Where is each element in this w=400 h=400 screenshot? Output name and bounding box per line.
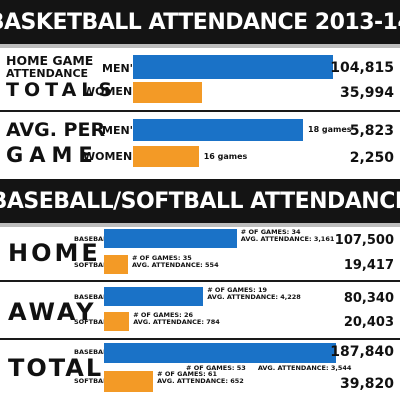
bar-basketball-home-womens	[133, 82, 202, 103]
bar-value: 80,340	[343, 291, 394, 306]
bar-note: # OF GAMES: 53 AVG. ATTENDANCE: 3,544	[186, 364, 352, 372]
divider	[0, 44, 400, 48]
baseball-softball-title: BASEBALL/SOFTBALL ATTENDANCE	[0, 179, 400, 223]
group-label: HOME	[8, 239, 101, 267]
basketball-title: BASKETBALL ATTENDANCE 2013-14	[0, 0, 400, 44]
bar-note: 16 games	[203, 152, 248, 161]
bar-note: # OF GAMES: 61 AVG. ATTENDANCE: 652	[157, 370, 244, 386]
bar-label: SOFTBALL	[74, 377, 112, 385]
divider	[0, 110, 400, 112]
divider	[0, 223, 400, 227]
bar-softball-total	[104, 371, 154, 392]
bar-note: 18 games	[308, 125, 352, 134]
bar-value: 20,403	[343, 315, 394, 330]
group-label: AWAY	[8, 298, 97, 326]
bar-baseball-home	[104, 229, 237, 248]
group-label-line: TOTALS	[6, 79, 118, 101]
group-label-line: HOME GAME	[6, 53, 94, 68]
group-label-line: ATTENDANCE	[6, 67, 89, 80]
bar-label: MEN'S	[102, 62, 141, 75]
bar-value: 107,500	[334, 233, 394, 248]
bar-value: 19,417	[343, 258, 394, 273]
bar-basketball-avg-mens	[133, 119, 303, 141]
group-label: TOTAL	[8, 354, 104, 382]
bar-value: 2,250	[349, 150, 394, 166]
bar-label: WOMEN'S	[83, 85, 144, 98]
bar-note: # OF GAMES: 26 AVG. ATTENDANCE: 784	[133, 311, 220, 327]
bar-label: SOFTBALL	[74, 261, 112, 269]
bar-softball-home	[104, 255, 128, 274]
bar-basketball-home-mens	[133, 55, 333, 79]
bar-label: WOMEN'S	[83, 150, 144, 163]
bar-note: # OF GAMES: 19 AVG. ATTENDANCE: 4,228	[207, 286, 301, 302]
bar-value: 187,840	[330, 344, 394, 360]
bar-label: BASEBALL	[74, 293, 112, 301]
bar-value: 39,820	[339, 376, 394, 392]
divider	[0, 280, 400, 282]
bar-baseball-total	[104, 343, 336, 363]
bar-baseball-away	[104, 287, 204, 306]
bar-label: BASEBALL	[74, 235, 112, 243]
bar-value: 5,823	[349, 123, 394, 139]
bar-note: # OF GAMES: 35 AVG. ATTENDANCE: 554	[131, 254, 219, 270]
bar-label: BASEBALL	[74, 348, 112, 356]
bar-softball-away	[104, 312, 130, 331]
bar-value: 35,994	[339, 85, 394, 101]
group-label-line: AVG. PER	[6, 119, 106, 141]
bar-basketball-avg-womens	[133, 146, 199, 167]
bar-note: # OF GAMES: 34 AVG. ATTENDANCE: 3,161	[240, 228, 335, 244]
divider	[0, 338, 400, 340]
bar-label: SOFTBALL	[74, 318, 112, 326]
bar-value: 104,815	[330, 60, 394, 76]
group-label-line: GAME	[6, 143, 99, 167]
bar-label: MEN'S	[102, 124, 141, 137]
